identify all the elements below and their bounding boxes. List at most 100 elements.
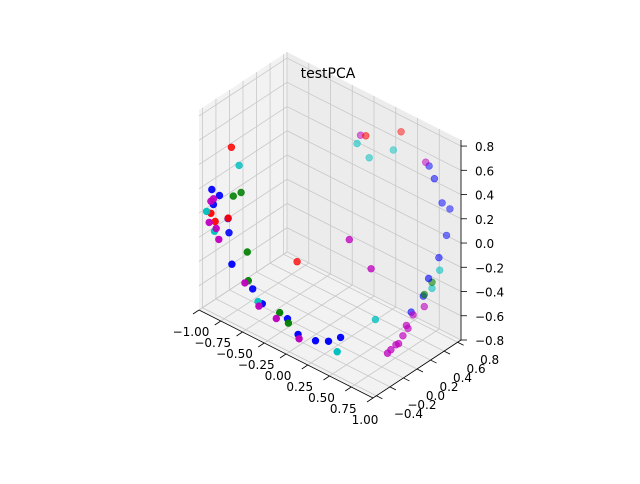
data-point-series-3 [235, 161, 243, 170]
data-point-series-5 [212, 224, 220, 233]
z-grid-line-back [286, 81, 462, 171]
data-point-series-4 [276, 308, 284, 317]
z-grid-line-back [286, 203, 462, 292]
tick-labels: −1.00−0.75−0.50−0.250.000.250.500.751.00… [173, 140, 505, 427]
x-tick-mark [366, 397, 374, 403]
z-tick-label: 0.8 [475, 140, 494, 154]
x-tick-label: 0.25 [286, 380, 313, 394]
data-point-series-1 [446, 205, 454, 213]
data-point-series-2 [293, 258, 301, 266]
data-point-series-4 [284, 319, 293, 327]
data-point-series-5 [215, 235, 223, 244]
y-grid-line-floor [202, 307, 377, 397]
data-point-series-3 [365, 154, 373, 162]
z-tick-label: 0.6 [475, 164, 494, 178]
y-tick-label: −0.2 [407, 398, 436, 412]
z-grid-line-back [286, 154, 462, 244]
data-points [202, 128, 454, 357]
data-point-series-3 [436, 266, 444, 274]
chart-title: testPCA [301, 66, 356, 82]
x-tick-mark [236, 331, 243, 337]
data-point-series-4 [237, 188, 245, 197]
y-tick-label: 0.4 [453, 371, 472, 385]
y-tick-mark [389, 386, 397, 391]
data-point-series-1 [424, 274, 433, 283]
data-point-series-5 [422, 158, 430, 166]
x-tick-label: −0.75 [194, 336, 231, 350]
data-point-series-2 [362, 132, 370, 140]
data-point-series-1 [225, 229, 233, 237]
z-tick-label: −0.6 [475, 310, 504, 324]
y-tick-mark [457, 341, 464, 346]
z-grid-line-left [198, 227, 288, 287]
data-point-series-5 [402, 321, 411, 330]
data-point-series-1 [249, 285, 257, 293]
y-tick-label: −0.4 [394, 407, 423, 421]
data-point-series-5 [209, 195, 218, 203]
x-tick-mark [192, 309, 200, 315]
data-point-series-2 [224, 214, 232, 222]
z-grid-line-left [198, 106, 288, 165]
data-point-series-5 [205, 218, 213, 227]
data-point-series-3 [202, 207, 211, 216]
z-tick-label: 0.4 [475, 189, 494, 203]
z-grid-line-left [198, 81, 288, 141]
data-point-series-5 [392, 341, 400, 349]
data-point-series-1 [208, 185, 216, 194]
x-tick-label: 0.75 [330, 402, 357, 416]
x-tick-mark [258, 342, 265, 348]
data-point-series-4 [243, 248, 252, 256]
x-tick-mark [345, 386, 352, 392]
z-grid-line-left [198, 203, 288, 262]
data-point-series-3 [389, 146, 397, 154]
z-grid-line-left [198, 57, 288, 117]
x-tick-label: −0.25 [238, 358, 275, 372]
data-point-series-5 [383, 349, 392, 357]
data-point-series-1 [438, 199, 446, 207]
y-tick-label: 0.8 [480, 353, 499, 367]
data-point-series-3 [428, 284, 436, 293]
y-grid-line-floor [283, 253, 458, 343]
data-point-series-1 [311, 337, 320, 345]
data-point-series-1 [442, 231, 451, 240]
data-point-series-5 [420, 302, 428, 311]
data-point-series-1 [430, 175, 439, 183]
y-tick-label: 0.0 [426, 389, 445, 403]
data-point-series-3 [353, 139, 361, 148]
grid-lines [198, 52, 462, 399]
data-point-series-5 [272, 314, 280, 323]
x-tick-mark [279, 353, 287, 359]
z-tick-label: −0.4 [475, 286, 504, 300]
z-tick-label: −0.2 [475, 261, 504, 275]
data-point-series-2 [211, 217, 219, 226]
z-tick-label: 0.2 [475, 213, 494, 227]
data-point-series-5 [409, 311, 417, 319]
data-point-series-5 [295, 335, 303, 343]
y-tick-mark [430, 359, 437, 364]
data-point-series-1 [324, 337, 333, 345]
y-tick-mark [416, 368, 424, 373]
z-tick-label: −0.8 [475, 334, 504, 348]
y-tick-label: 0.6 [467, 362, 486, 376]
z-grid-line-back [286, 178, 462, 268]
y-tick-mark [376, 395, 383, 400]
x-tick-mark [323, 375, 330, 381]
data-point-series-1 [435, 253, 443, 262]
data-point-series-1 [336, 333, 345, 342]
data-point-series-2 [397, 128, 405, 136]
data-point-series-5 [367, 265, 375, 273]
data-point-series-5 [399, 332, 407, 340]
x-tick-mark [301, 364, 308, 370]
z-grid-line-back [286, 227, 462, 317]
x-tick-label: 0.00 [265, 369, 292, 383]
y-tick-label: 0.2 [439, 380, 458, 394]
data-point-series-5 [241, 279, 249, 287]
y-tick-mark [403, 377, 410, 382]
z-grid-line-back [286, 251, 462, 341]
axis-lines [192, 140, 467, 403]
data-point-series-2 [227, 143, 236, 152]
data-point-series-3 [333, 348, 341, 356]
x-tick-label: 0.50 [308, 391, 335, 405]
